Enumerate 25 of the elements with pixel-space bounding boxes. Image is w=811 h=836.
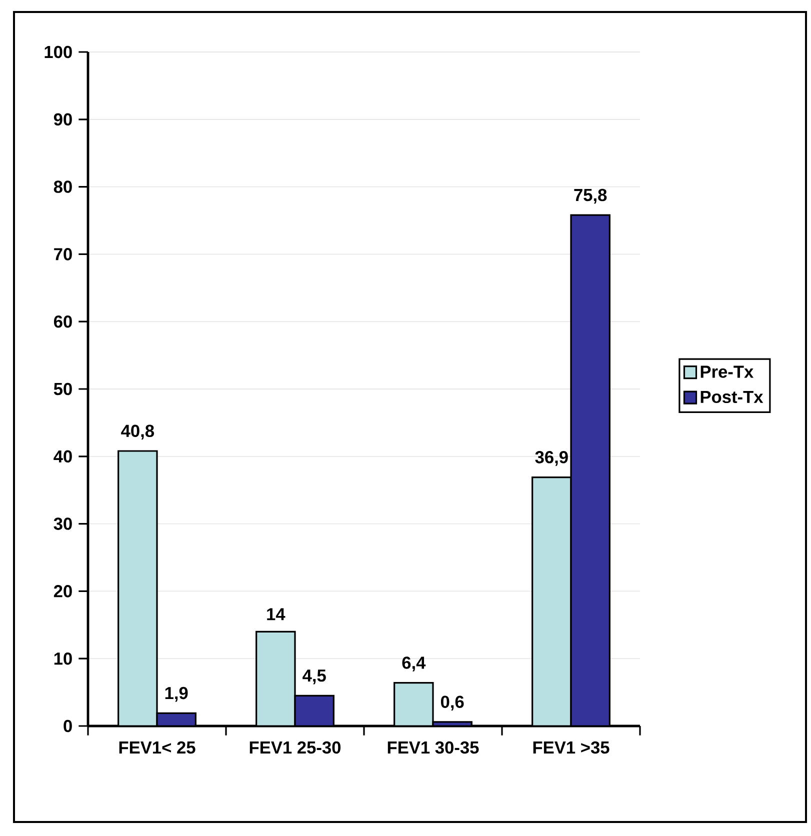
data-label: 6,4 [402,656,426,672]
y-tick-label: 40 [54,450,72,463]
data-label: 75,8 [574,188,607,204]
x-tick-label: FEV1 30-35 [388,741,479,754]
x-tick-label: FEV1< 25 [119,741,196,754]
data-label: 0,6 [440,696,464,710]
y-tick-label: 70 [54,248,72,260]
data-label: 36,9 [535,451,568,466]
y-tick-label: 20 [54,585,72,598]
y-tick-label: 60 [54,315,72,328]
y-tick-label: 100 [44,46,72,58]
x-tick-label: FEV1 25-30 [250,741,341,754]
y-tick-label: 10 [54,652,72,665]
data-label: 4,5 [302,670,326,684]
legend-label: Pre-Tx [700,366,754,378]
data-label: 14 [267,608,286,620]
x-tick-label: FEV1 >35 [533,741,610,754]
y-tick-label: 30 [54,518,72,530]
legend-label: Post-Tx [700,390,764,404]
y-tick-label: 90 [54,113,72,126]
data-label: 40,8 [121,424,154,440]
y-tick-label: 80 [54,180,72,193]
y-tick-label: 50 [54,382,72,396]
data-label: 1,9 [165,686,188,702]
y-tick-label: 0 [64,720,72,732]
